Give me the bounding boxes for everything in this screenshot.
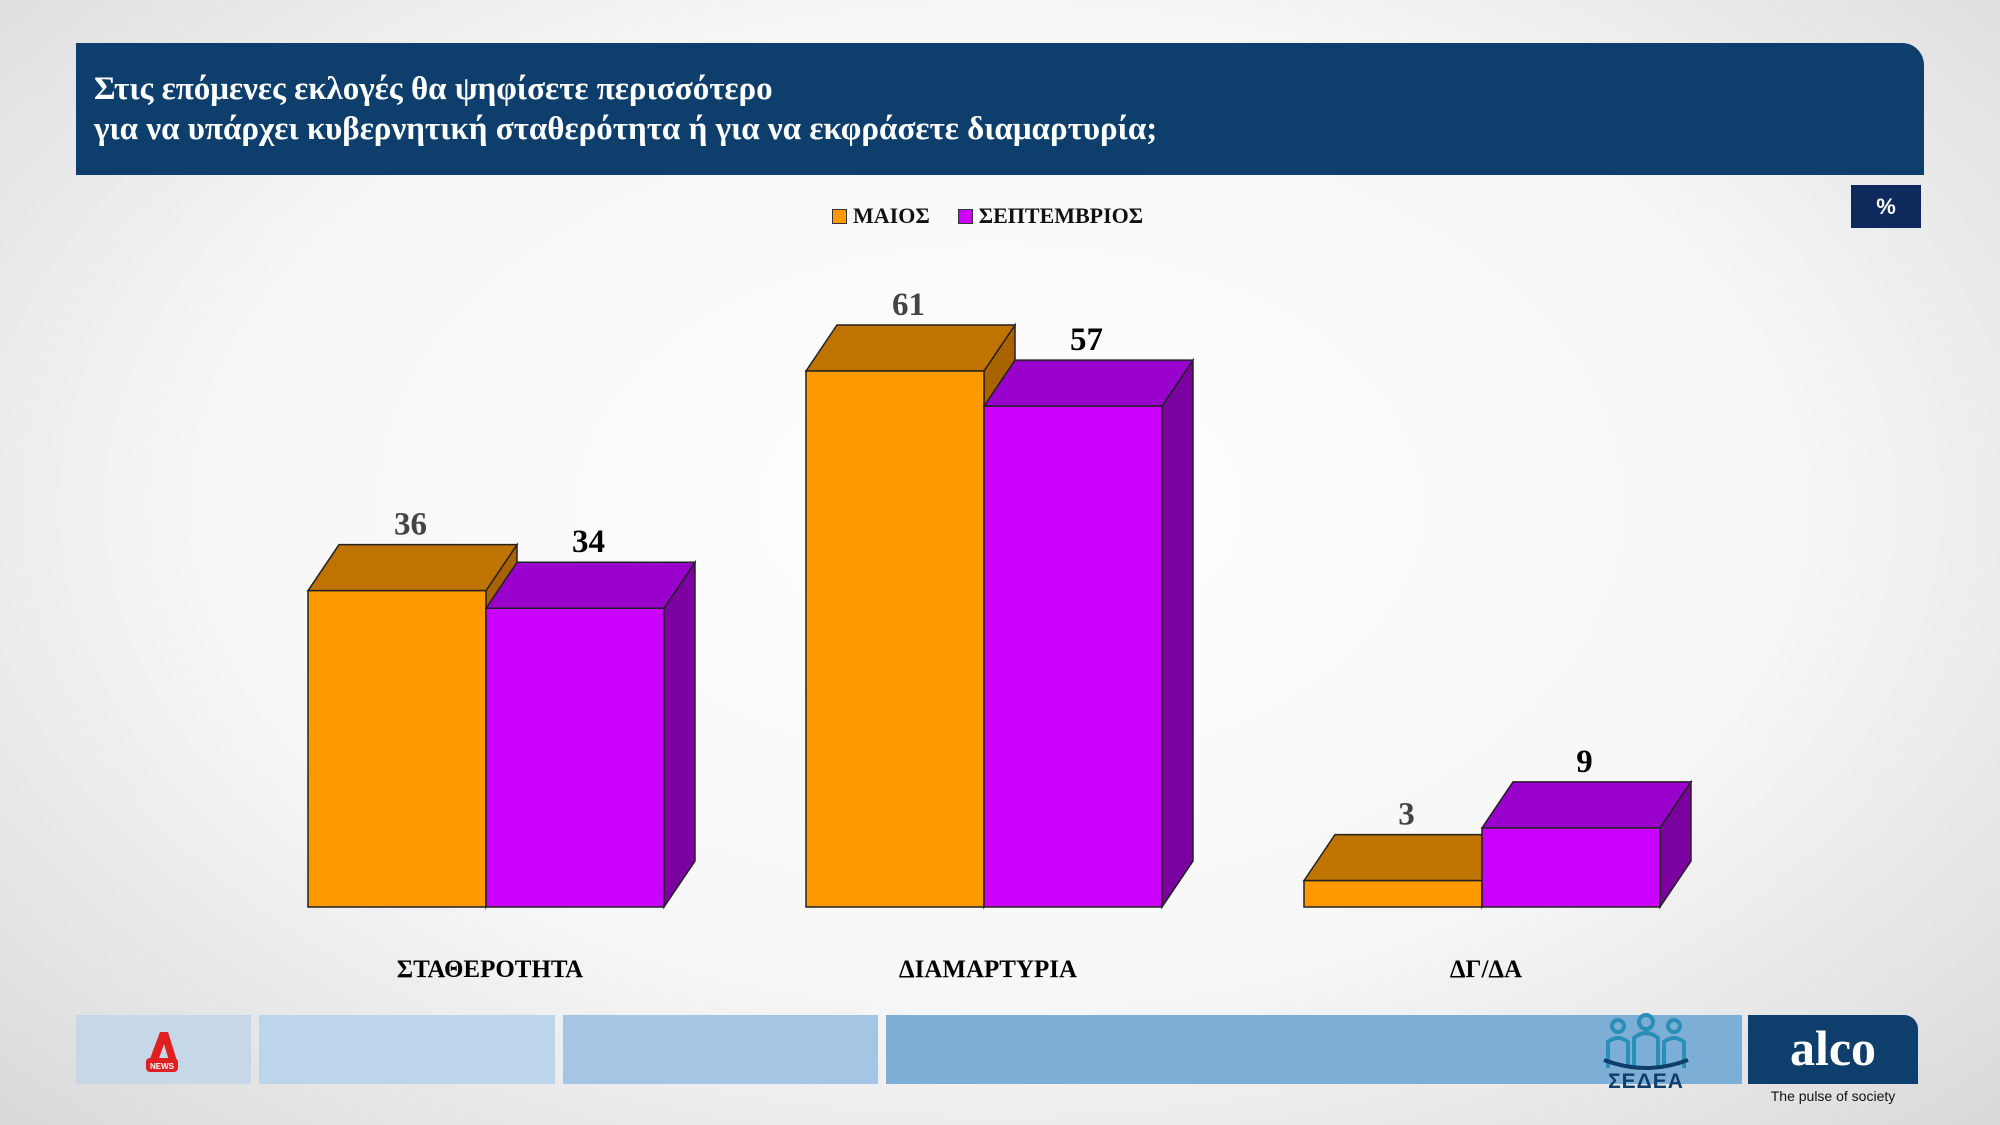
bar-top-stathero-september (484, 561, 697, 609)
legend-label-september: ΣΕΠΤΕΜΒΡΙΟΣ (978, 203, 1144, 228)
alpha-news-logo: NEWS (146, 1032, 178, 1072)
legend-label-may: ΜΑΙΟΣ (853, 203, 930, 228)
sedea-logo-text: ΣΕΔΕΑ (1608, 1070, 1684, 1093)
bar-side-diamartyria-september (1161, 357, 1194, 910)
sedea-logo-icon (1603, 1013, 1689, 1070)
legend-item-september: ΣΕΠΤΕΜΒΡΙΟΣ (957, 203, 1144, 229)
bar-diamartyria-september (983, 405, 1163, 908)
bar-diamartyria-may (805, 370, 985, 908)
footer-segment-4 (886, 1015, 1742, 1084)
legend: ΜΑΙΟΣ ΣΕΠΤΕΜΒΡΙΟΣ (832, 203, 1171, 229)
bar-stathero-september (485, 607, 665, 908)
category-label-diamartyria: ΔΙΑΜΑΡΤΥΡΙΑ (899, 956, 1077, 983)
data-label-diamartyria-september: 57 (1070, 322, 1103, 358)
category-label-stathero: ΣΤΑΘΕΡΟΤΗΤΑ (397, 956, 583, 983)
data-label-stathero-september: 34 (572, 524, 605, 560)
bar-top-diamartyria-may (804, 324, 1017, 372)
footer-segment-1 (76, 1015, 251, 1084)
footer-segment-3 (563, 1015, 878, 1084)
data-label-dg-da-september: 9 (1576, 744, 1593, 780)
footer-segment-2 (259, 1015, 555, 1084)
chart-title-line-1: Στις επόμενες εκλογές θα ψηφίσετε περισσ… (94, 71, 773, 107)
category-label-dg-da: ΔΓ/ΔΑ (1450, 956, 1522, 983)
alco-tagline: The pulse of society (1770, 1088, 1896, 1104)
bar-dg-da-september (1481, 827, 1661, 908)
alpha-logo-text: NEWS (150, 1062, 175, 1071)
bar-side-stathero-september (663, 559, 696, 910)
unit-badge: % (1851, 185, 1921, 228)
legend-swatch-may (832, 208, 847, 224)
bar-chart: 36 34 ΣΤΑΘΕΡΟΤΗΤΑ 61 57 ΔΙΑΜΑΡΤΥΡΙΑ 3 9 ΔΓ/ΔΑ (306, 287, 1693, 983)
legend-swatch-september (957, 208, 973, 224)
bar-stathero-may (307, 589, 487, 908)
bar-top-diamartyria-september (982, 359, 1195, 407)
alco-logo: alco (1748, 1015, 1918, 1084)
data-label-dg-da-may: 3 (1398, 797, 1415, 833)
bar-dg-da-may (1303, 879, 1483, 908)
data-label-diamartyria-may: 61 (892, 287, 925, 323)
legend-item-may: ΜΑΙΟΣ (832, 203, 930, 229)
bar-top-dg-da-september (1480, 781, 1693, 829)
chart-title-line-2: για να υπάρχει κυβερνητική σταθερότητα ή… (94, 111, 1158, 147)
bar-top-stathero-may (306, 543, 519, 592)
data-label-stathero-may: 36 (394, 507, 427, 543)
title-bar: Στις επόμενες εκλογές θα ψηφίσετε περισσ… (76, 43, 1924, 175)
